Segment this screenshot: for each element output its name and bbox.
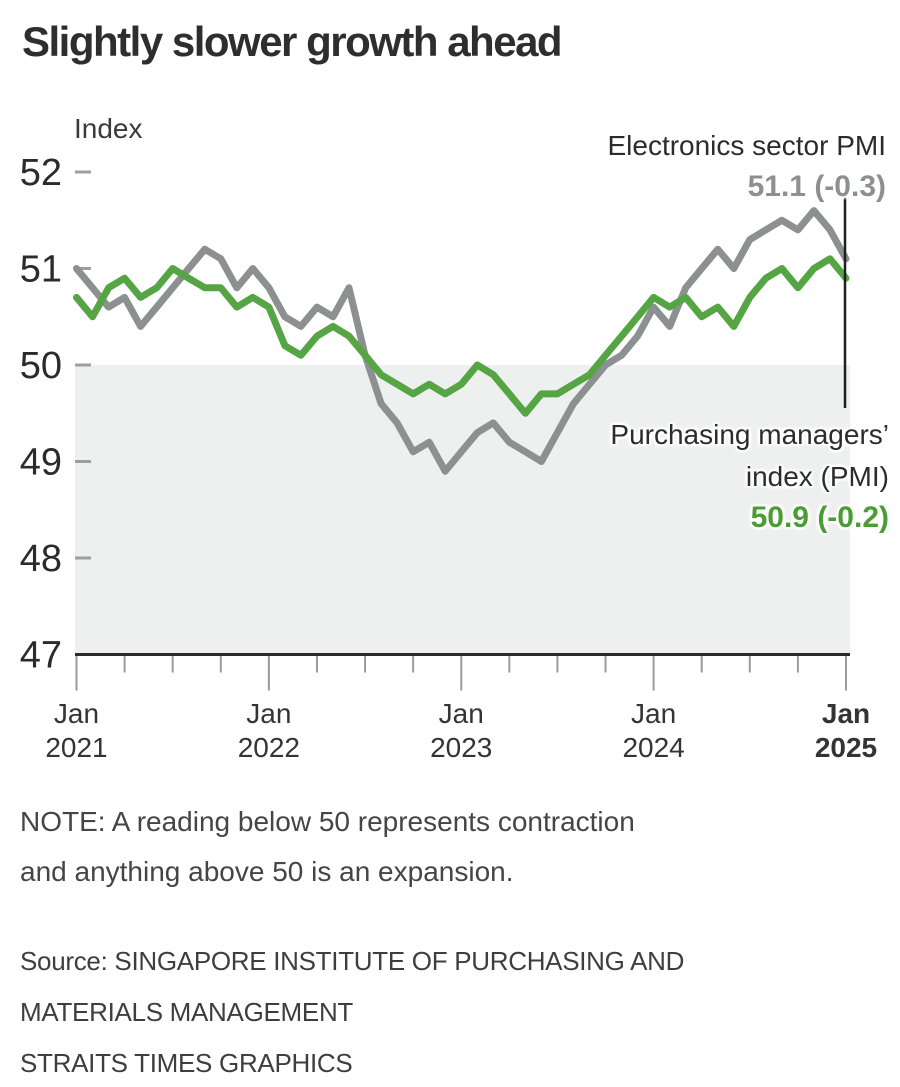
x-tick-label-year: 2023: [430, 732, 492, 763]
pmi-annotation: Purchasing managers’ index (PMI) 50.9 (-…: [610, 414, 889, 538]
pmi-series-label-line2: index (PMI): [745, 461, 889, 492]
x-tick-label-month: Jan: [54, 698, 99, 729]
x-tick-label-year: 2022: [238, 732, 300, 763]
pmi-series-label-line1: Purchasing managers’: [610, 419, 889, 450]
x-tick-label-month: Jan: [631, 698, 676, 729]
electronics-line: [73, 207, 850, 475]
pmi-line: [73, 255, 850, 417]
chart-area: 52 51 50 49 48 47 Index Jan 2021 Jan 2022 Jan 2023 Ja…: [20, 113, 889, 763]
note-line-1: NOTE: A reading below 50 represents cont…: [20, 806, 635, 837]
electronics-annotation: Electronics sector PMI 51.1 (-0.3): [607, 125, 886, 207]
source-line-2: MATERIALS MANAGEMENT: [20, 997, 354, 1027]
contraction-band: [75, 365, 850, 655]
electronics-series-label: Electronics sector PMI: [607, 130, 886, 161]
source-line-1: Source: SINGAPORE INSTITUTE OF PURCHASIN…: [20, 946, 685, 976]
electronics-latest-value: 51.1 (-0.3): [747, 170, 886, 203]
y-axis-title: Index: [74, 113, 143, 144]
x-tick-label-year: 2021: [45, 732, 107, 763]
y-tick-label: 51: [20, 249, 62, 291]
y-tick-label: 52: [20, 152, 62, 194]
y-tick-label: 49: [20, 442, 62, 484]
y-tick-label: 47: [20, 635, 62, 677]
page-title: Slightly slower growth ahead: [22, 18, 563, 65]
x-tick-label-month: Jan: [439, 698, 484, 729]
x-tick-label-year: 2025: [815, 732, 877, 763]
pmi-line-chart: 525150494847IndexJan2021Jan2022Jan2023Ja…: [20, 113, 877, 763]
pmi-latest-value: 50.9 (-0.2): [750, 501, 889, 534]
x-tick-label-month: Jan: [822, 698, 870, 729]
note-line-2: and anything above 50 is an expansion.: [20, 856, 514, 887]
y-tick-label: 48: [20, 538, 62, 580]
y-tick-label: 50: [20, 345, 62, 387]
source: Source: SINGAPORE INSTITUTE OF PURCHASIN…: [20, 936, 684, 1087]
x-tick-label-month: Jan: [246, 698, 291, 729]
x-tick-label-year: 2024: [622, 732, 684, 763]
note: NOTE: A reading below 50 represents cont…: [20, 797, 635, 897]
source-line-3: STRAITS TIMES GRAPHICS: [20, 1048, 353, 1078]
